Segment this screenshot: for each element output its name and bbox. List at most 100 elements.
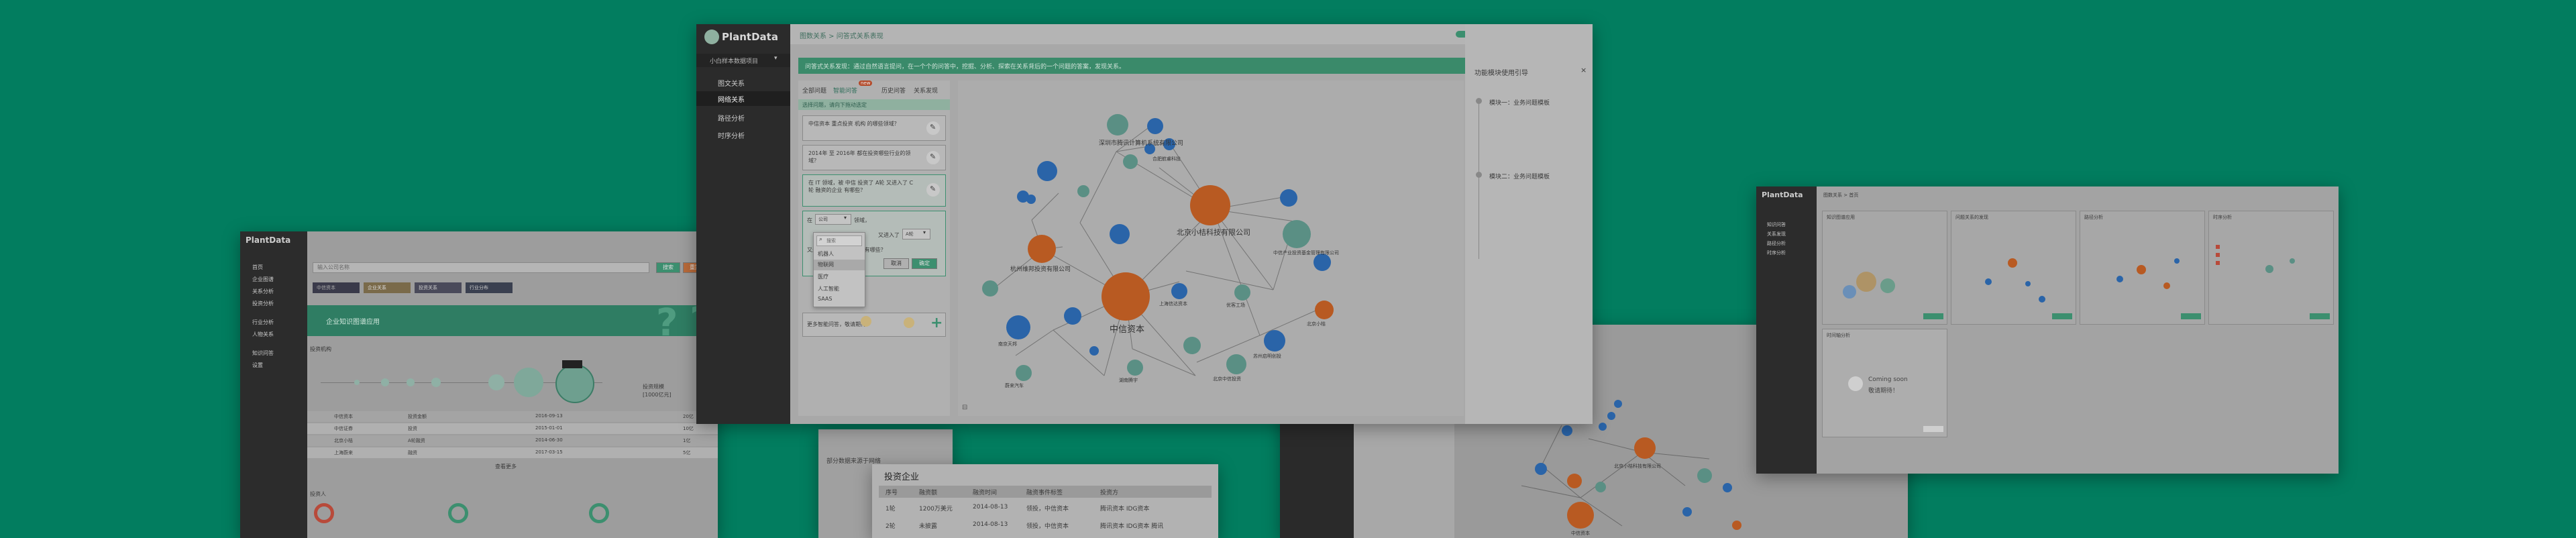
pencil-icon[interactable]: ✎ bbox=[926, 121, 940, 135]
fullscreen-icon[interactable]: ⊟ bbox=[962, 404, 968, 411]
graph-node[interactable] bbox=[1089, 346, 1099, 356]
far-right-panel-2[interactable]: 问题关系的发现 bbox=[1951, 211, 2076, 325]
graph-node[interactable] bbox=[1599, 423, 1607, 431]
left-chip-4[interactable]: 行业分布 bbox=[466, 282, 513, 293]
graph-node[interactable] bbox=[1037, 161, 1057, 181]
table-row[interactable]: 北京小桔 A轮融资 2014-06-30 1亿 bbox=[307, 435, 718, 446]
tab-smart[interactable]: 智能问答 bbox=[833, 88, 858, 95]
dropdown-option[interactable]: 医疗 bbox=[818, 274, 828, 280]
graph-node[interactable] bbox=[1171, 283, 1187, 299]
graph-node[interactable] bbox=[1313, 254, 1331, 271]
graph-node[interactable] bbox=[1163, 138, 1175, 150]
sidebar-item-path[interactable]: 路径分析 bbox=[718, 115, 745, 123]
graph-node[interactable] bbox=[1006, 315, 1030, 339]
left-side-8[interactable]: 设置 bbox=[252, 362, 263, 368]
table-row[interactable]: 上海蔚来 融资 2017-03-15 5亿 bbox=[307, 447, 718, 458]
graph-node[interactable] bbox=[1064, 307, 1081, 325]
pencil-icon[interactable]: ✎ bbox=[926, 183, 940, 197]
graph-node-company[interactable] bbox=[1028, 235, 1056, 263]
question-card-3[interactable]: 在 IT 领域，被 中信 投资了 A轮 又进入了 C轮 融资的企业 有哪些？ ✎ bbox=[802, 174, 946, 207]
graph-canvas[interactable]: 中信资本 北京小桔科技有限公司 杭州维邦投资有限公司 深圳市腾讯计算机系统有限公… bbox=[958, 80, 1464, 416]
cancel-button[interactable]: 取消 bbox=[883, 258, 909, 269]
left-chip-2[interactable]: 企业关系 bbox=[364, 282, 411, 293]
panel-button[interactable] bbox=[1923, 313, 1943, 319]
far-right-side-2[interactable]: 关系发现 bbox=[1767, 231, 1786, 237]
graph-node[interactable] bbox=[1280, 189, 1297, 207]
graph-node[interactable] bbox=[1535, 463, 1547, 475]
left-side-3[interactable]: 关系分析 bbox=[252, 288, 274, 294]
far-right-side-3[interactable]: 路径分析 bbox=[1767, 241, 1786, 246]
graph-node[interactable] bbox=[1607, 412, 1615, 420]
graph-node-company[interactable] bbox=[1567, 474, 1582, 488]
graph-node[interactable] bbox=[1107, 114, 1128, 136]
left-chip-3[interactable]: 投资关系 bbox=[415, 282, 462, 293]
domain-select[interactable]: 公司 ▾ bbox=[815, 214, 851, 225]
graph-node[interactable] bbox=[1682, 507, 1692, 517]
guide-step-1[interactable]: 模块一：业务问题模板 bbox=[1489, 100, 1550, 107]
dropdown-option[interactable]: 人工智能 bbox=[818, 286, 839, 292]
question-card-2[interactable]: 2014年 至 2016年 都在投资哪些行业的领域？ ✎ bbox=[802, 145, 946, 170]
toggle-switch[interactable] bbox=[1456, 31, 1468, 38]
guide-step-2[interactable]: 模块二：业务问题模板 bbox=[1489, 174, 1550, 180]
tab-relation[interactable]: 关系发现 bbox=[914, 88, 938, 95]
tab-history[interactable]: 历史问答 bbox=[881, 88, 906, 95]
dropdown-option[interactable]: 物联网 bbox=[818, 262, 834, 268]
far-right-panel-1[interactable]: 知识图谱应用 bbox=[1822, 211, 1947, 325]
graph-node[interactable] bbox=[1562, 425, 1572, 436]
sidebar-item-graph[interactable]: 图文关系 bbox=[718, 80, 745, 88]
tab-all[interactable]: 全部问题 bbox=[802, 88, 827, 95]
far-right-side-4[interactable]: 时序分析 bbox=[1767, 250, 1786, 256]
left-chip-1[interactable]: 中信资本 bbox=[313, 282, 360, 293]
left-more-link[interactable]: 查看更多 bbox=[495, 464, 517, 470]
graph-node[interactable] bbox=[1697, 468, 1712, 483]
table-row[interactable]: 中信资本 投资金额 2016-09-13 20亿 bbox=[307, 411, 718, 422]
round-select[interactable]: A轮 ▾ bbox=[902, 229, 930, 239]
panel-button[interactable] bbox=[2310, 313, 2330, 319]
graph-node[interactable] bbox=[1147, 118, 1163, 134]
table-row[interactable]: 中信证券 投资 2015-01-01 10亿 bbox=[307, 423, 718, 434]
panel-button[interactable] bbox=[2181, 313, 2201, 319]
graph-node[interactable] bbox=[1183, 337, 1201, 354]
graph-node[interactable] bbox=[982, 280, 998, 297]
left-side-5[interactable]: 行业分析 bbox=[252, 319, 274, 325]
graph-node-center[interactable] bbox=[1567, 502, 1594, 529]
left-side-6[interactable]: 人物关系 bbox=[252, 331, 274, 337]
left-side-2[interactable]: 企业图谱 bbox=[252, 276, 274, 282]
graph-node[interactable] bbox=[1595, 482, 1606, 492]
project-selector[interactable]: 小白样本数据项目 ▾ bbox=[696, 54, 790, 67]
add-icon[interactable]: + bbox=[930, 315, 943, 331]
table-row[interactable]: 1轮 1200万美元 2014-08-13 领投，中信资本 腾讯资本 IDG资本 bbox=[885, 504, 1150, 513]
graph-node[interactable] bbox=[1144, 144, 1155, 154]
far-right-side-1[interactable]: 知识问答 bbox=[1767, 222, 1786, 227]
far-right-panel-4[interactable]: 时序分析 bbox=[2208, 211, 2334, 325]
pencil-icon[interactable]: ✎ bbox=[926, 151, 940, 164]
graph-node-company[interactable] bbox=[1315, 301, 1334, 319]
graph-node[interactable] bbox=[1077, 185, 1089, 197]
sidebar-item-network[interactable]: 网络关系 bbox=[718, 97, 745, 104]
graph-node[interactable] bbox=[1732, 521, 1741, 530]
graph-node[interactable] bbox=[1234, 284, 1250, 301]
left-search-button[interactable]: 搜索 bbox=[656, 262, 680, 273]
graph-node-center[interactable] bbox=[1102, 272, 1150, 321]
sidebar-item-timeline[interactable]: 时序分析 bbox=[718, 133, 745, 140]
graph-node-company[interactable] bbox=[1190, 185, 1230, 225]
graph-node[interactable] bbox=[1016, 365, 1032, 381]
graph-node-company[interactable] bbox=[1634, 437, 1656, 459]
graph-node[interactable] bbox=[1283, 220, 1311, 248]
graph-node[interactable] bbox=[1110, 224, 1130, 244]
left-search-input[interactable]: 输入公司名称 bbox=[313, 262, 649, 273]
dropdown-option[interactable]: 机器人 bbox=[818, 251, 834, 257]
confirm-button[interactable]: 确定 bbox=[912, 258, 937, 269]
panel-button[interactable] bbox=[2052, 313, 2072, 319]
dropdown-option[interactable]: SAAS bbox=[818, 296, 833, 302]
graph-node[interactable] bbox=[1614, 400, 1622, 408]
graph-node[interactable] bbox=[1123, 154, 1138, 169]
table-row[interactable]: 2轮 未披露 2014-08-13 领投，中信资本 腾讯资本 IDG资本 腾讯 bbox=[885, 521, 1164, 530]
left-side-1[interactable]: 首页 bbox=[252, 264, 263, 270]
left-side-7[interactable]: 知识问答 bbox=[252, 350, 274, 356]
graph-node[interactable] bbox=[1017, 191, 1029, 203]
graph-node[interactable] bbox=[1723, 483, 1732, 492]
graph-node[interactable] bbox=[1127, 360, 1143, 376]
graph-node[interactable] bbox=[1226, 354, 1246, 374]
more-questions-card[interactable]: 更多智能问答，敬请期待 + bbox=[802, 313, 946, 337]
